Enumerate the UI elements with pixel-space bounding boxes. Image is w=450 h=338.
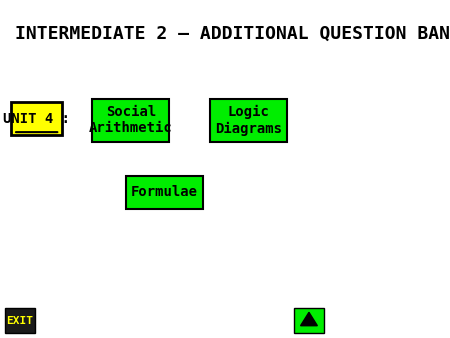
FancyBboxPatch shape xyxy=(92,99,170,142)
FancyBboxPatch shape xyxy=(126,176,203,209)
Text: EXIT: EXIT xyxy=(6,316,33,326)
FancyBboxPatch shape xyxy=(5,308,35,333)
FancyBboxPatch shape xyxy=(294,308,324,333)
Text: UNIT 4 :: UNIT 4 : xyxy=(3,112,70,126)
Text: Formulae: Formulae xyxy=(131,186,198,199)
FancyBboxPatch shape xyxy=(11,102,62,136)
Text: Social
Arithmetic: Social Arithmetic xyxy=(89,105,173,136)
Text: INTERMEDIATE 2 – ADDITIONAL QUESTION BANK: INTERMEDIATE 2 – ADDITIONAL QUESTION BAN… xyxy=(15,25,450,43)
Polygon shape xyxy=(301,312,317,326)
Text: Logic
Diagrams: Logic Diagrams xyxy=(215,105,282,136)
FancyBboxPatch shape xyxy=(210,99,287,142)
